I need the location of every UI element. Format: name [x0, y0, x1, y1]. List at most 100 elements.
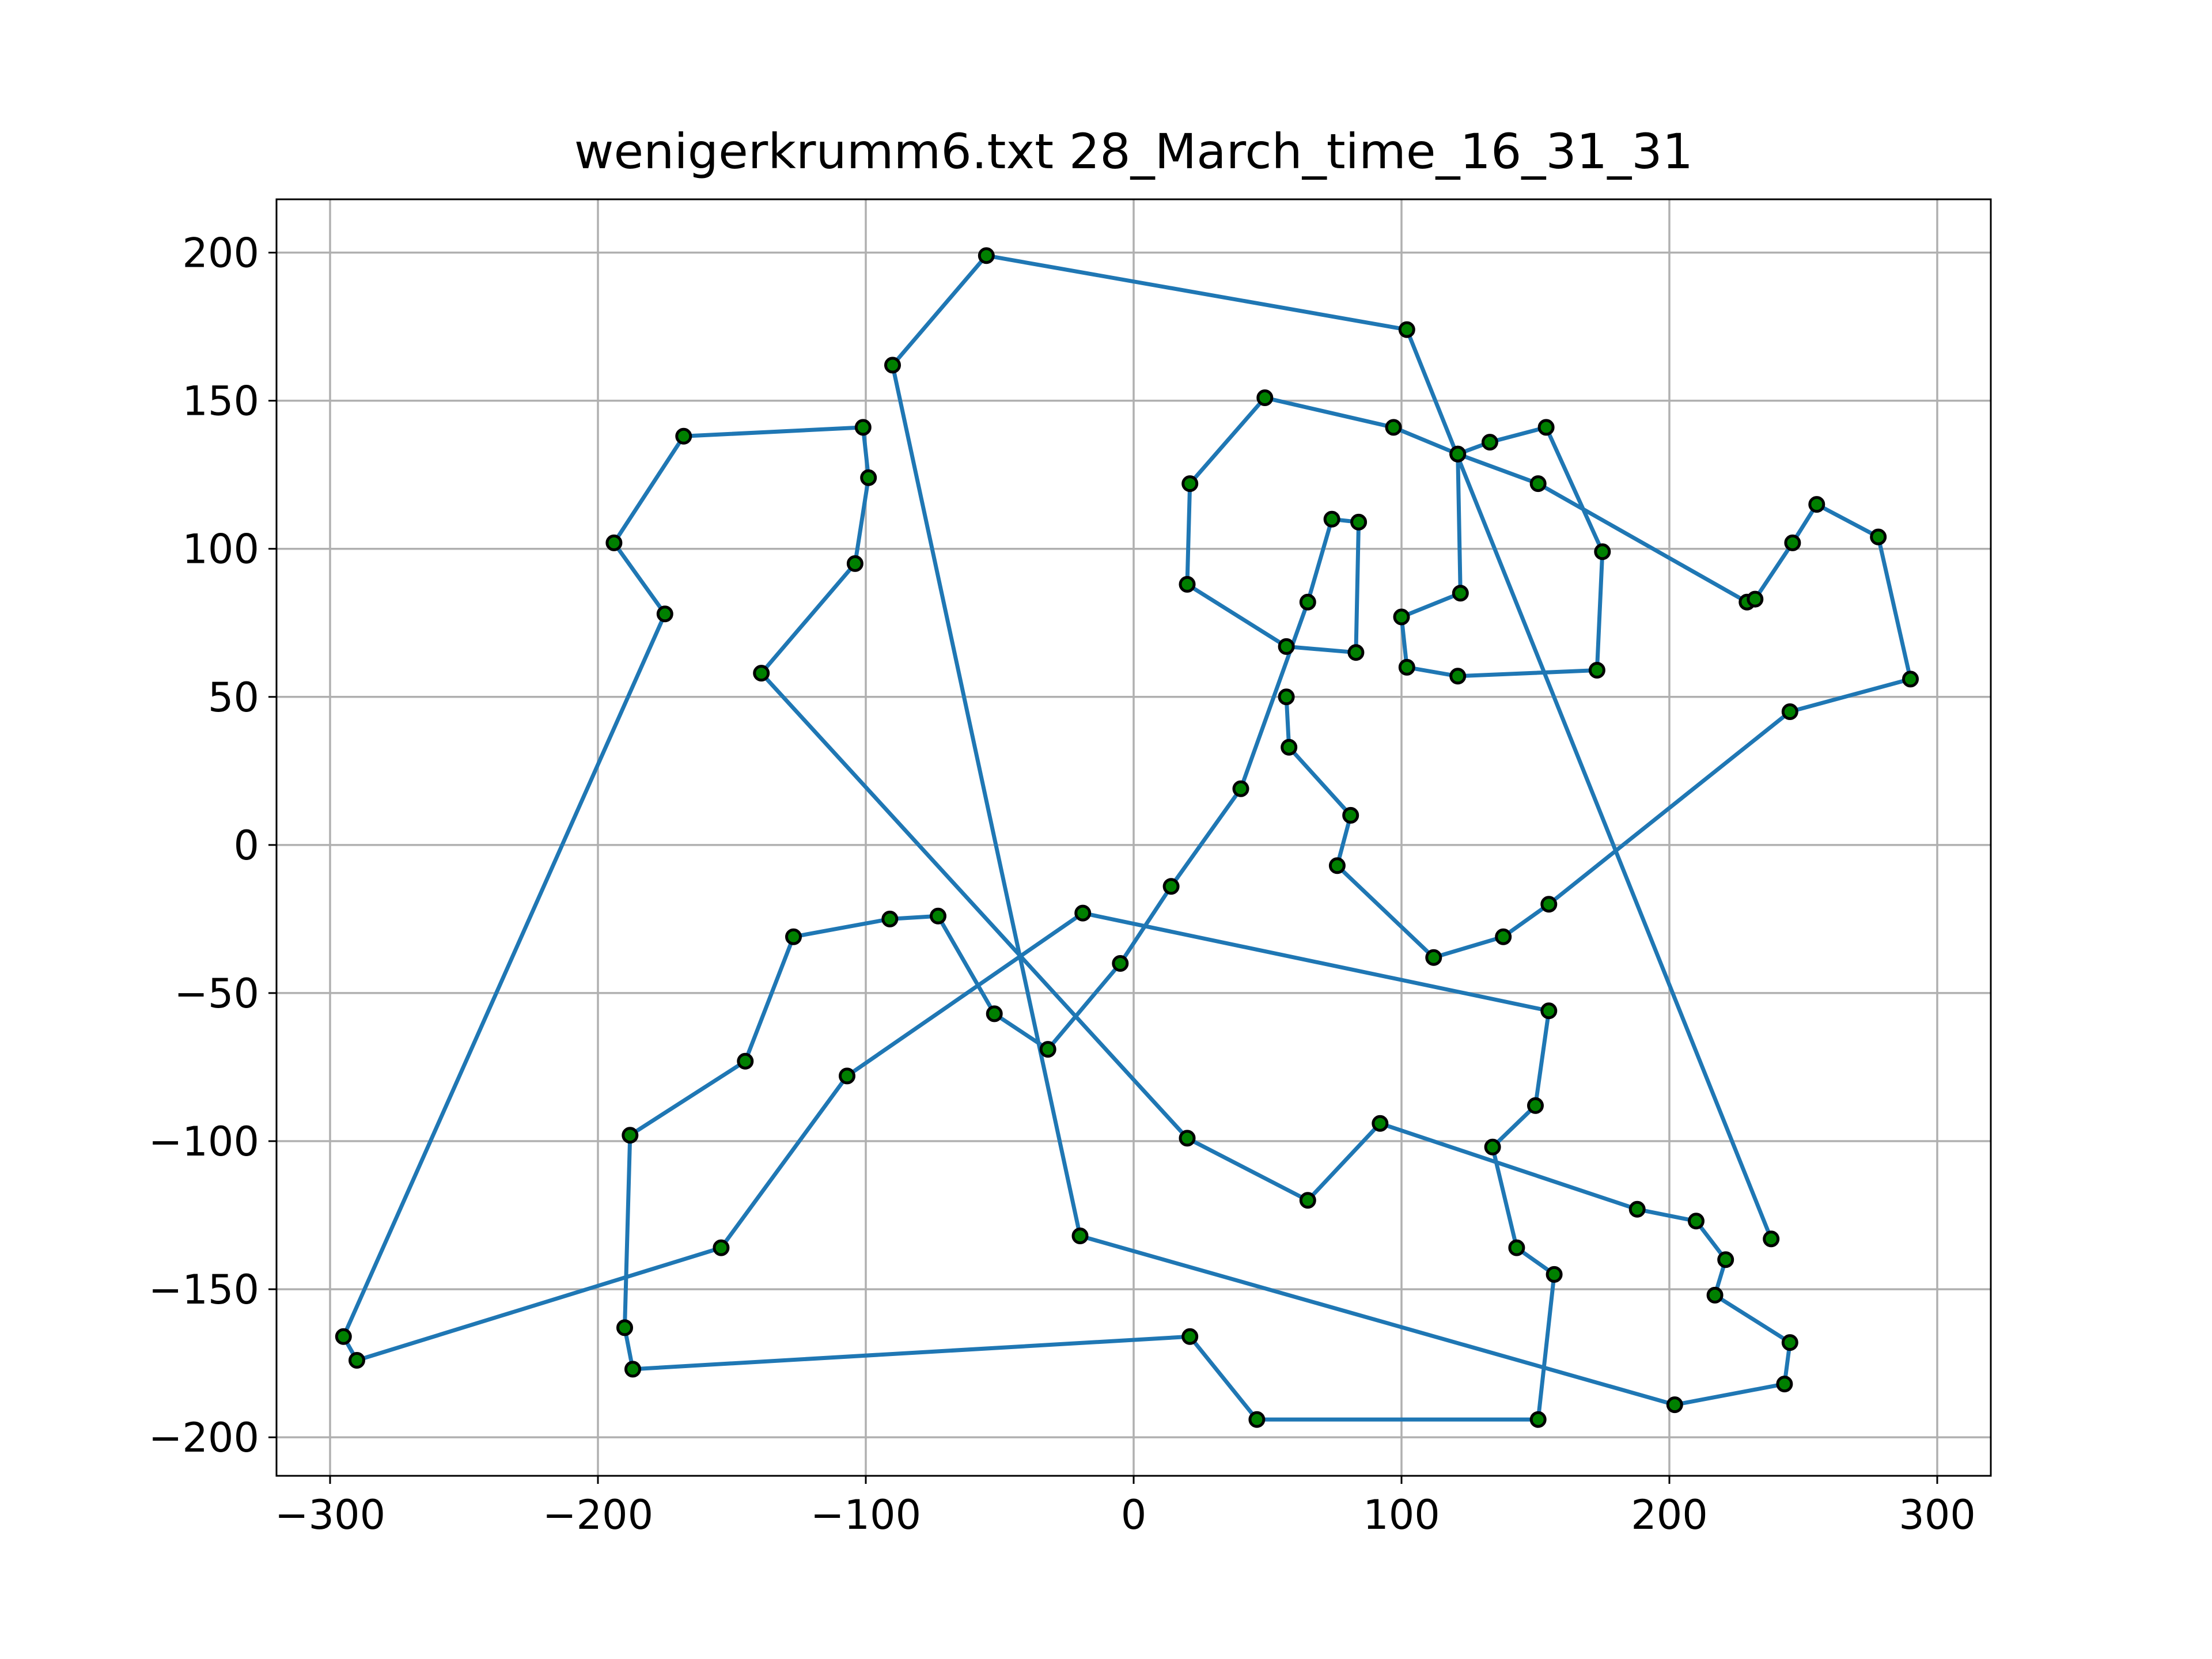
route-point: [1666, 1396, 1683, 1414]
route-point: [1540, 896, 1558, 913]
route-point: [1902, 671, 1919, 688]
route-point: [986, 1005, 1003, 1022]
route-point: [1425, 949, 1442, 966]
route-point: [930, 907, 946, 925]
route-point: [860, 469, 877, 486]
route-point: [624, 1361, 641, 1378]
route-point: [1385, 419, 1402, 436]
chart-title: wenigerkrumm6.txt 28_March_time_16_31_31: [574, 123, 1693, 180]
route-point: [622, 1127, 639, 1144]
x-tick-label: 0: [1121, 1491, 1147, 1539]
route-point: [1347, 644, 1365, 661]
y-tick-label: 0: [233, 822, 259, 869]
route-point: [1776, 1376, 1793, 1393]
route-point: [1256, 389, 1274, 406]
y-tick-label: 50: [208, 674, 259, 721]
grid-lines: [276, 199, 1991, 1476]
route-point: [1179, 1130, 1196, 1147]
route-point: [1449, 668, 1467, 685]
route-point: [1299, 593, 1316, 611]
route-point: [1706, 1286, 1724, 1304]
route-point: [1747, 590, 1764, 608]
route-point: [1398, 321, 1415, 338]
route-point: [1179, 575, 1196, 593]
route-point: [1299, 1192, 1316, 1209]
route-point: [737, 1052, 754, 1070]
route-point: [656, 605, 673, 623]
route-point: [1594, 543, 1611, 560]
y-tick-label: −150: [149, 1266, 259, 1313]
route-point: [1688, 1213, 1705, 1230]
route-point: [846, 555, 863, 572]
y-tick-label: 150: [182, 378, 259, 425]
route-point: [1529, 1411, 1547, 1428]
route-point: [1452, 585, 1469, 602]
route-point: [881, 910, 899, 927]
y-axis: −200 −150 −100 −50 0 50 100 150 200: [149, 230, 276, 1461]
route-point: [1181, 475, 1199, 493]
x-tick-label: −200: [543, 1491, 653, 1539]
route-point: [1784, 534, 1801, 551]
route-point: [1350, 513, 1368, 531]
route-point: [1529, 475, 1547, 493]
route-point: [1588, 662, 1605, 679]
y-tick-label: −100: [149, 1118, 259, 1165]
route-point: [1537, 419, 1555, 436]
route-point: [1328, 857, 1346, 874]
route-point: [1074, 904, 1092, 922]
y-tick-label: −200: [149, 1414, 259, 1461]
route-point: [605, 534, 623, 551]
route-point: [1323, 510, 1340, 528]
route-point: [1781, 703, 1798, 720]
route-point: [1248, 1411, 1266, 1428]
route-point: [1181, 1328, 1199, 1345]
route-point: [675, 427, 692, 445]
route-point: [1449, 445, 1467, 463]
route-point: [616, 1319, 633, 1336]
x-tick-label: 300: [1899, 1491, 1976, 1539]
route-point: [884, 357, 901, 374]
x-axis: −300 −200 −100 0 100 200 300: [275, 1476, 1976, 1539]
route-point: [753, 665, 770, 682]
route-point: [1484, 1138, 1501, 1156]
route-point: [1342, 806, 1359, 824]
route-point: [1781, 1334, 1798, 1351]
route-point: [1763, 1230, 1780, 1248]
route-point: [854, 419, 872, 436]
route-point: [1495, 928, 1512, 945]
route-point: [349, 1352, 365, 1369]
route-series: [335, 247, 1919, 1428]
route-point: [785, 928, 802, 945]
route-point: [1481, 434, 1498, 451]
route-point: [1870, 528, 1887, 546]
route-point: [1039, 1041, 1056, 1058]
x-tick-label: −100: [810, 1491, 921, 1539]
route-point: [1112, 955, 1129, 972]
route-point: [1372, 1115, 1389, 1132]
y-tick-label: 200: [182, 230, 259, 277]
route-point: [978, 247, 995, 264]
route-point: [1071, 1228, 1089, 1244]
route-point: [1540, 1002, 1558, 1020]
route-point: [1808, 496, 1825, 513]
route-point: [1278, 638, 1295, 655]
route-point: [1527, 1097, 1544, 1114]
x-tick-label: −300: [275, 1491, 385, 1539]
route-point: [839, 1067, 855, 1085]
route-point: [1398, 658, 1415, 676]
route-point: [1393, 608, 1410, 626]
route-point: [1628, 1200, 1646, 1218]
route-point: [1162, 878, 1180, 895]
x-tick-label: 200: [1631, 1491, 1708, 1539]
route-point: [713, 1239, 730, 1256]
route-point: [1508, 1239, 1525, 1256]
route-point: [1232, 780, 1249, 797]
route-point: [1546, 1266, 1563, 1283]
x-tick-label: 100: [1363, 1491, 1440, 1539]
route-point: [335, 1328, 352, 1345]
route-point: [1717, 1251, 1734, 1268]
y-tick-label: −50: [174, 970, 259, 1017]
route-point: [1278, 688, 1295, 706]
route-point: [1281, 738, 1298, 756]
